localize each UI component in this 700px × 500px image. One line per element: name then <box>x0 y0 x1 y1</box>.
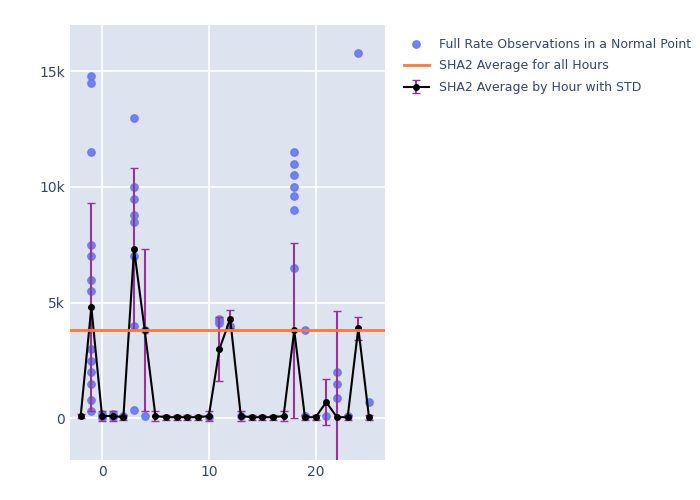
Full Rate Observations in a Normal Point <box>107 410 118 418</box>
Full Rate Observations in a Normal Point <box>129 114 140 122</box>
Full Rate Observations in a Normal Point <box>107 412 118 420</box>
Full Rate Observations in a Normal Point <box>342 412 354 420</box>
Full Rate Observations in a Normal Point <box>86 396 97 404</box>
Full Rate Observations in a Normal Point <box>86 72 97 80</box>
Full Rate Observations in a Normal Point <box>86 368 97 376</box>
Full Rate Observations in a Normal Point <box>97 412 108 420</box>
Full Rate Observations in a Normal Point <box>331 380 342 388</box>
Full Rate Observations in a Normal Point <box>107 413 118 421</box>
Full Rate Observations in a Normal Point <box>86 287 97 295</box>
Full Rate Observations in a Normal Point <box>321 412 332 420</box>
SHA2 Average for all Hours <box>108 328 117 334</box>
Full Rate Observations in a Normal Point <box>97 413 108 421</box>
Full Rate Observations in a Normal Point <box>129 218 140 226</box>
Full Rate Observations in a Normal Point <box>86 252 97 260</box>
Full Rate Observations in a Normal Point <box>300 412 311 420</box>
Full Rate Observations in a Normal Point <box>331 394 342 402</box>
Full Rate Observations in a Normal Point <box>288 172 300 179</box>
Full Rate Observations in a Normal Point <box>139 326 150 334</box>
Full Rate Observations in a Normal Point <box>288 148 300 156</box>
Full Rate Observations in a Normal Point <box>139 412 150 420</box>
Full Rate Observations in a Normal Point <box>97 413 108 421</box>
Full Rate Observations in a Normal Point <box>129 194 140 202</box>
Full Rate Observations in a Normal Point <box>129 183 140 191</box>
Full Rate Observations in a Normal Point <box>86 148 97 156</box>
Full Rate Observations in a Normal Point <box>203 413 214 421</box>
Full Rate Observations in a Normal Point <box>225 322 236 330</box>
Full Rate Observations in a Normal Point <box>86 408 97 416</box>
Full Rate Observations in a Normal Point <box>214 320 225 328</box>
Full Rate Observations in a Normal Point <box>129 210 140 218</box>
Full Rate Observations in a Normal Point <box>235 412 246 420</box>
Full Rate Observations in a Normal Point <box>129 252 140 260</box>
Legend: Full Rate Observations in a Normal Point, SHA2 Average for all Hours, SHA2 Avera: Full Rate Observations in a Normal Point… <box>398 31 697 100</box>
Full Rate Observations in a Normal Point <box>288 192 300 200</box>
Full Rate Observations in a Normal Point <box>97 410 108 418</box>
Full Rate Observations in a Normal Point <box>288 183 300 191</box>
Full Rate Observations in a Normal Point <box>86 276 97 283</box>
Full Rate Observations in a Normal Point <box>288 264 300 272</box>
Full Rate Observations in a Normal Point <box>118 412 129 420</box>
Full Rate Observations in a Normal Point <box>353 49 364 57</box>
Full Rate Observations in a Normal Point <box>129 322 140 330</box>
Full Rate Observations in a Normal Point <box>214 317 225 325</box>
Full Rate Observations in a Normal Point <box>86 79 97 87</box>
Full Rate Observations in a Normal Point <box>214 315 225 323</box>
Full Rate Observations in a Normal Point <box>86 356 97 364</box>
Full Rate Observations in a Normal Point <box>86 345 97 353</box>
Full Rate Observations in a Normal Point <box>97 412 108 420</box>
SHA2 Average for all Hours <box>98 328 106 334</box>
Full Rate Observations in a Normal Point <box>86 380 97 388</box>
Full Rate Observations in a Normal Point <box>331 368 342 376</box>
Full Rate Observations in a Normal Point <box>129 406 140 414</box>
Full Rate Observations in a Normal Point <box>363 398 374 406</box>
Full Rate Observations in a Normal Point <box>288 160 300 168</box>
Full Rate Observations in a Normal Point <box>300 326 311 334</box>
Full Rate Observations in a Normal Point <box>288 206 300 214</box>
Full Rate Observations in a Normal Point <box>86 241 97 249</box>
